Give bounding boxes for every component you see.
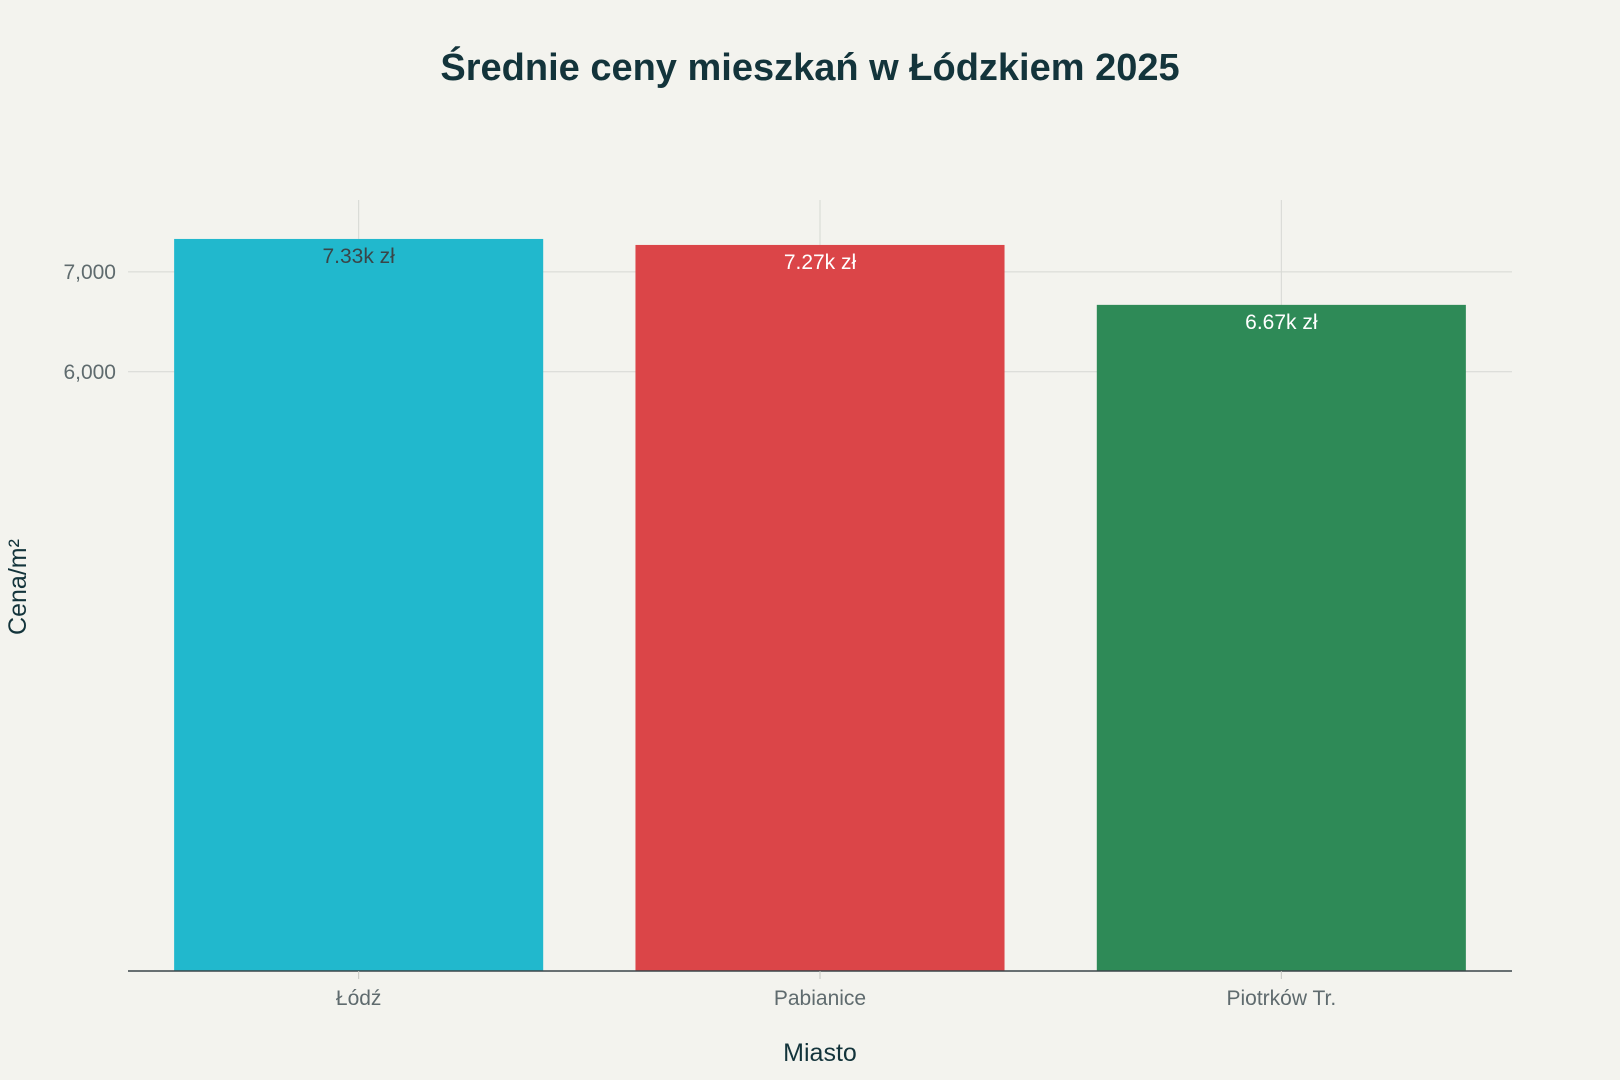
bar-value-label: 7.33k zł [322, 245, 395, 268]
bars [174, 238, 1466, 972]
bar [174, 238, 544, 972]
y-tick-label: 7,000 [63, 261, 116, 284]
y-tick-label: 6,000 [63, 361, 116, 384]
x-tick-label: Piotrków Tr. [1226, 987, 1336, 1010]
bar-value-label: 7.27k zł [784, 251, 857, 274]
data-labels: 7.33k zł 7.27k zł 6.67k zł [322, 245, 1317, 334]
y-axis-ticks: 6,000 7,000 [63, 261, 116, 384]
x-tick-label: Łódź [336, 987, 382, 1010]
chart-title: Średnie ceny mieszkań w Łódzkiem 2025 [440, 45, 1179, 89]
x-tick-label: Pabianice [774, 987, 866, 1010]
bar [635, 244, 1005, 971]
bar [1096, 304, 1466, 971]
x-axis-title: Miasto [783, 1039, 857, 1067]
bar-value-label: 6.67k zł [1245, 311, 1318, 334]
y-axis-title: Cena/m² [4, 539, 32, 635]
x-axis-ticks: Łódź Pabianice Piotrków Tr. [336, 971, 1336, 1010]
